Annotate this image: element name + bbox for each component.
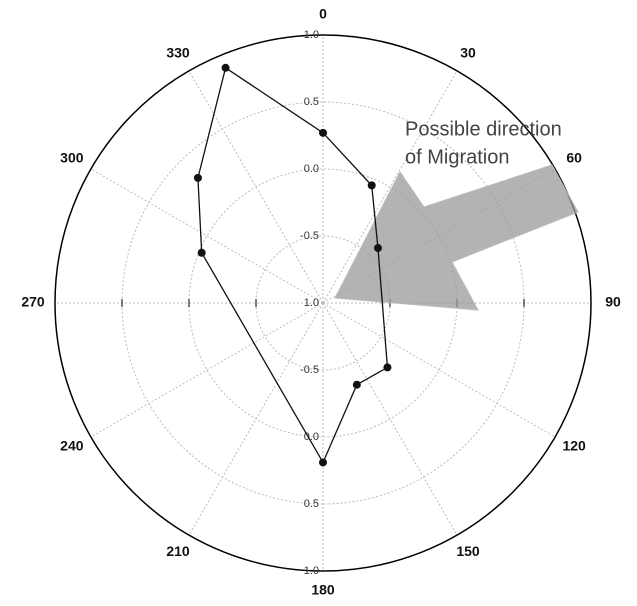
r-tick-label: 0.5 bbox=[304, 498, 319, 510]
r-tick-label: 1.0 bbox=[304, 565, 319, 577]
data-point bbox=[373, 244, 382, 253]
data-line bbox=[197, 66, 389, 464]
r-tick-label: -0.5 bbox=[300, 230, 319, 242]
angle-tick-label: 120 bbox=[562, 438, 586, 454]
angle-tick-label: 300 bbox=[60, 150, 84, 166]
grid-spoke bbox=[90, 302, 324, 438]
grid-layer: 0 30 60 90 120 150 180 210 240 270 300 330 1.0 -0.5 -0… bbox=[21, 6, 621, 598]
angle-tick-label: 30 bbox=[460, 44, 476, 60]
data-point bbox=[319, 458, 327, 467]
r-tick-label: -0.5 bbox=[300, 364, 319, 376]
angle-tick-label: 330 bbox=[166, 44, 190, 60]
r-tick-label: 1.0 bbox=[304, 29, 319, 41]
angle-tick-label: 210 bbox=[166, 543, 190, 559]
data-point bbox=[197, 248, 206, 257]
r-tick-label: 1.0 bbox=[304, 297, 319, 309]
annotation: Possible direction bbox=[405, 118, 562, 140]
data-point bbox=[221, 63, 230, 72]
angle-tick-label: 60 bbox=[566, 150, 582, 166]
angle-tick-label: 90 bbox=[605, 294, 621, 310]
r-tick-label: 0.0 bbox=[304, 163, 319, 175]
angle-tick-label: 180 bbox=[311, 582, 335, 598]
angle-tick-label: 270 bbox=[21, 294, 45, 310]
annotation: of Migration bbox=[405, 146, 510, 168]
angle-tick-label: 0 bbox=[319, 6, 327, 22]
angle-tick-label: 150 bbox=[456, 543, 480, 559]
data-point bbox=[383, 363, 392, 372]
data-point bbox=[319, 128, 327, 137]
r-tick-label: 0.5 bbox=[304, 96, 319, 108]
r-tick-label: 0.0 bbox=[304, 431, 319, 443]
data-point bbox=[352, 380, 361, 389]
grid-spoke bbox=[90, 168, 324, 304]
data-point bbox=[193, 173, 202, 182]
data-point bbox=[367, 181, 376, 190]
angle-tick-label: 240 bbox=[60, 438, 84, 454]
migration-arrow bbox=[334, 164, 579, 311]
data-layer bbox=[193, 63, 392, 467]
grid-spoke bbox=[322, 302, 556, 438]
